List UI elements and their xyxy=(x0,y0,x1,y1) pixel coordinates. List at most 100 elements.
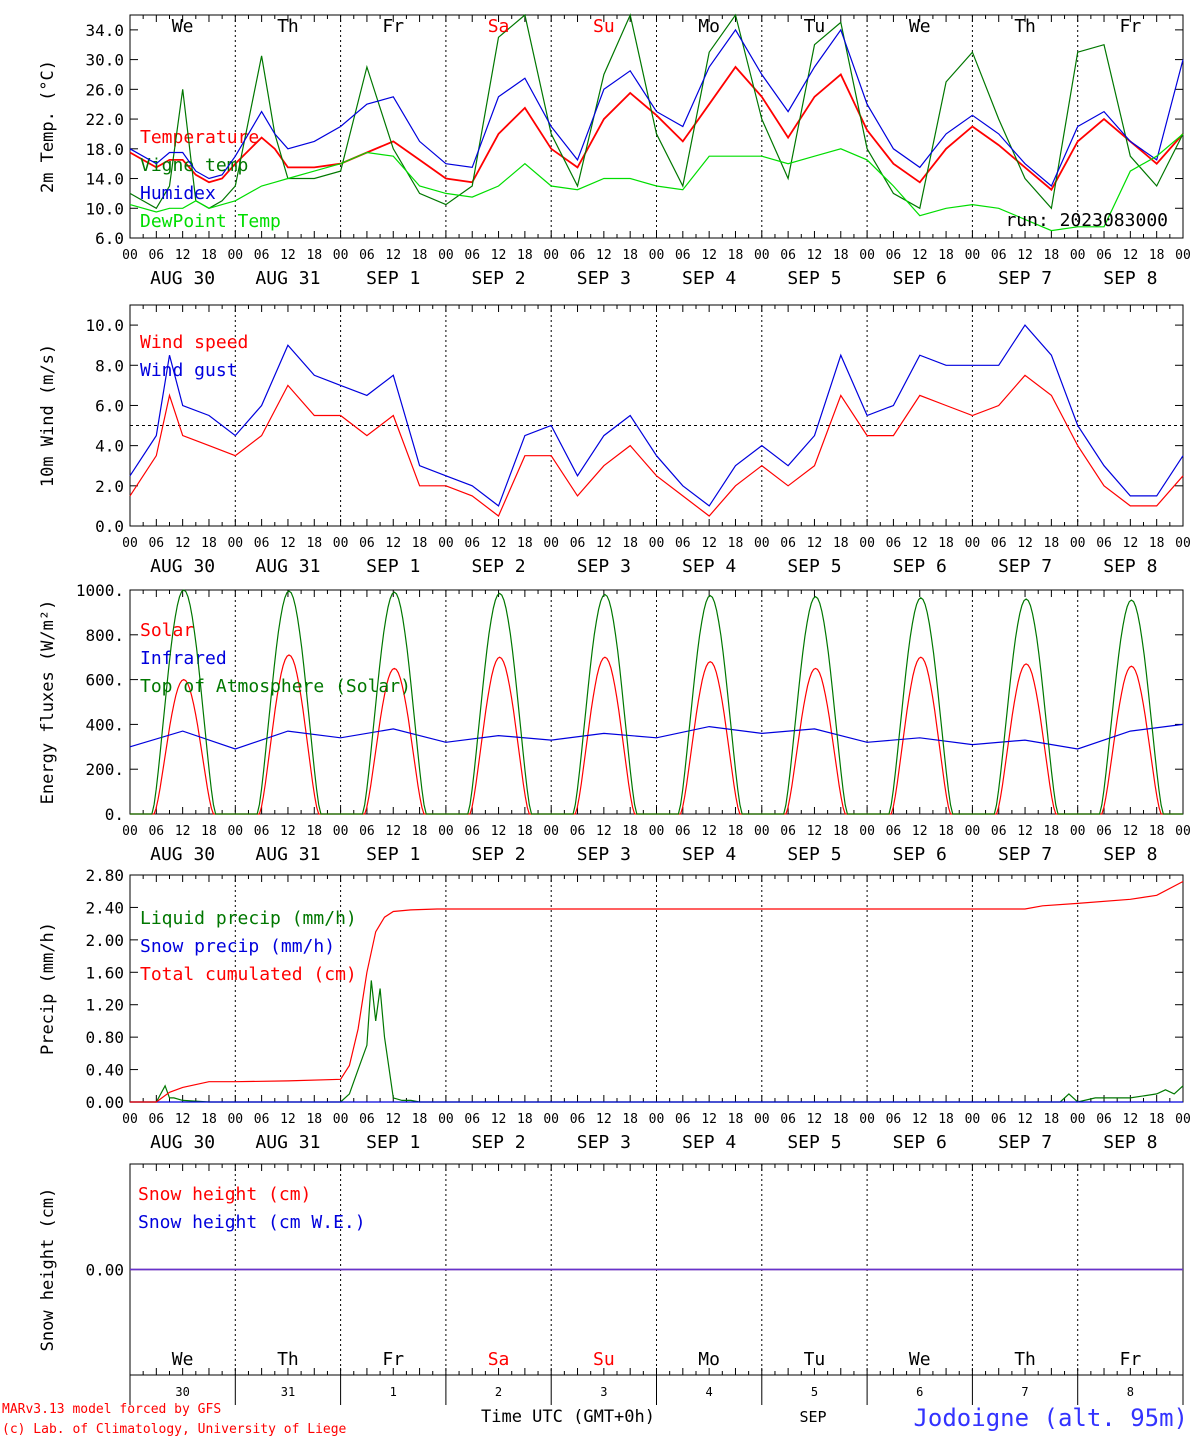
x-date-label: SEP 4 xyxy=(682,844,736,865)
x-hour-label: 00 xyxy=(227,248,243,263)
x-hour-label: 12 xyxy=(1017,248,1033,263)
y-axis-label: Snow height (cm) xyxy=(38,1188,58,1352)
y-tick-label: 10.0 xyxy=(85,316,124,335)
x-hour-label: 00 xyxy=(438,536,454,551)
weekday-label: Th xyxy=(277,1349,299,1370)
legend-entry: DewPoint Temp xyxy=(140,211,281,232)
x-hour-label: 18 xyxy=(728,536,744,551)
day-number: 5 xyxy=(811,1385,818,1399)
x-hour-label: 06 xyxy=(780,536,796,551)
y-axis-label: Energy fluxes (W/m²) xyxy=(38,600,58,805)
x-hour-label: 06 xyxy=(991,824,1007,839)
x-hour-label: 06 xyxy=(1096,824,1112,839)
credit-line-2: (c) Lab. of Climatology, University of L… xyxy=(2,1422,347,1437)
run-label: run: 2023083000 xyxy=(1005,210,1168,231)
x-hour-label: 06 xyxy=(359,824,375,839)
y-tick-label: 6.0 xyxy=(95,396,124,415)
x-hour-label: 00 xyxy=(859,824,875,839)
x-date-label: SEP 2 xyxy=(471,556,525,577)
series-wind-gust xyxy=(129,324,1184,507)
x-hour-label: 18 xyxy=(938,536,954,551)
legend-entry: Liquid precip (mm/h) xyxy=(140,908,357,929)
day-number: 7 xyxy=(1021,1385,1028,1399)
x-hour-label: 06 xyxy=(148,1112,164,1127)
x-hour-label: 06 xyxy=(1096,1112,1112,1127)
x-hour-label: 00 xyxy=(965,1112,981,1127)
y-tick-label: 4.0 xyxy=(95,437,124,456)
y-tick-label: 22.0 xyxy=(85,110,124,129)
x-hour-label: 06 xyxy=(780,248,796,263)
legend-entry: Solar xyxy=(140,620,194,641)
x-hour-label: 00 xyxy=(1070,248,1086,263)
x-hour-label: 06 xyxy=(886,536,902,551)
x-hour-label: 18 xyxy=(306,248,322,263)
series-dewpoint-temp xyxy=(129,133,1184,232)
y-tick-label: 0.00 xyxy=(85,1261,124,1280)
x-hour-label: 18 xyxy=(833,1112,849,1127)
time-axis-label: Time UTC (GMT+0h) xyxy=(481,1407,655,1427)
y-tick-label: 1.20 xyxy=(85,996,124,1015)
x-hour-label: 18 xyxy=(517,1112,533,1127)
x-hour-label: 12 xyxy=(1123,824,1139,839)
x-date-label: SEP 7 xyxy=(998,556,1052,577)
panel-5: 0.00 Snow height (cm) Snow height (cm) Snow… xyxy=(38,1163,1184,1405)
x-hour-label: 06 xyxy=(570,536,586,551)
x-hour-label: 12 xyxy=(596,1112,612,1127)
legend-entry: Wind gust xyxy=(140,360,238,381)
x-date-label: AUG 30 xyxy=(150,268,215,289)
x-date-label: SEP 1 xyxy=(366,556,420,577)
x-hour-label: 12 xyxy=(1017,536,1033,551)
x-hour-label: 18 xyxy=(306,824,322,839)
x-hour-label: 00 xyxy=(754,824,770,839)
x-hour-label: 06 xyxy=(254,824,270,839)
legend-entry: Humidex xyxy=(140,183,216,204)
x-hour-label: 00 xyxy=(1070,1112,1086,1127)
x-hour-label: 06 xyxy=(148,536,164,551)
x-hour-label: 18 xyxy=(833,248,849,263)
weekday-label: We xyxy=(172,1349,194,1370)
series-top-of-atmosphere-solar- xyxy=(130,589,1183,815)
weekday-label: Mo xyxy=(698,1349,720,1370)
weekday-label: Th xyxy=(1014,16,1036,37)
weekday-label: Fr xyxy=(382,1349,404,1370)
x-hour-label: 12 xyxy=(175,248,191,263)
day-number: 30 xyxy=(175,1385,189,1399)
y-tick-label: 10.0 xyxy=(85,199,124,218)
x-hour-label: 12 xyxy=(1017,824,1033,839)
x-hour-label: 06 xyxy=(780,1112,796,1127)
station-name: Jodoigne (alt. 95m) xyxy=(913,1404,1188,1432)
x-hour-label: 12 xyxy=(1123,248,1139,263)
panel-2: 0.0 2.0 4.0 6.0 8.0 10.0 10m Wind (m/s) Wind sp… xyxy=(38,304,1191,577)
weekday-label: Th xyxy=(277,16,299,37)
y-tick-label: 8.0 xyxy=(95,356,124,375)
x-hour-label: 18 xyxy=(1044,536,1060,551)
x-date-label: AUG 31 xyxy=(255,268,320,289)
x-hour-label: 06 xyxy=(359,248,375,263)
y-tick-label: 800. xyxy=(85,626,124,645)
x-hour-label: 12 xyxy=(807,1112,823,1127)
x-hour-label: 00 xyxy=(333,248,349,263)
weekday-label: Tu xyxy=(804,1349,826,1370)
weekday-label: Fr xyxy=(1120,16,1142,37)
x-hour-label: 06 xyxy=(464,536,480,551)
legend-entry: Snow height (cm W.E.) xyxy=(138,1212,366,1233)
x-hour-label: 18 xyxy=(412,248,428,263)
x-hour-label: 12 xyxy=(807,536,823,551)
x-hour-label: 06 xyxy=(886,824,902,839)
x-hour-label: 18 xyxy=(201,248,217,263)
x-hour-label: 12 xyxy=(1123,1112,1139,1127)
x-hour-label: 18 xyxy=(201,1112,217,1127)
day-number: 2 xyxy=(495,1385,502,1399)
weekday-label: We xyxy=(909,16,931,37)
y-tick-label: 2.00 xyxy=(85,931,124,950)
y-tick-label: 26.0 xyxy=(85,80,124,99)
x-hour-label: 06 xyxy=(886,248,902,263)
x-date-label: SEP 1 xyxy=(366,268,420,289)
x-hour-label: 18 xyxy=(728,248,744,263)
x-hour-label: 00 xyxy=(122,824,138,839)
y-tick-label: 18.0 xyxy=(85,140,124,159)
x-hour-label: 18 xyxy=(1149,824,1165,839)
x-date-label: SEP 3 xyxy=(577,1132,631,1153)
x-hour-label: 06 xyxy=(254,248,270,263)
